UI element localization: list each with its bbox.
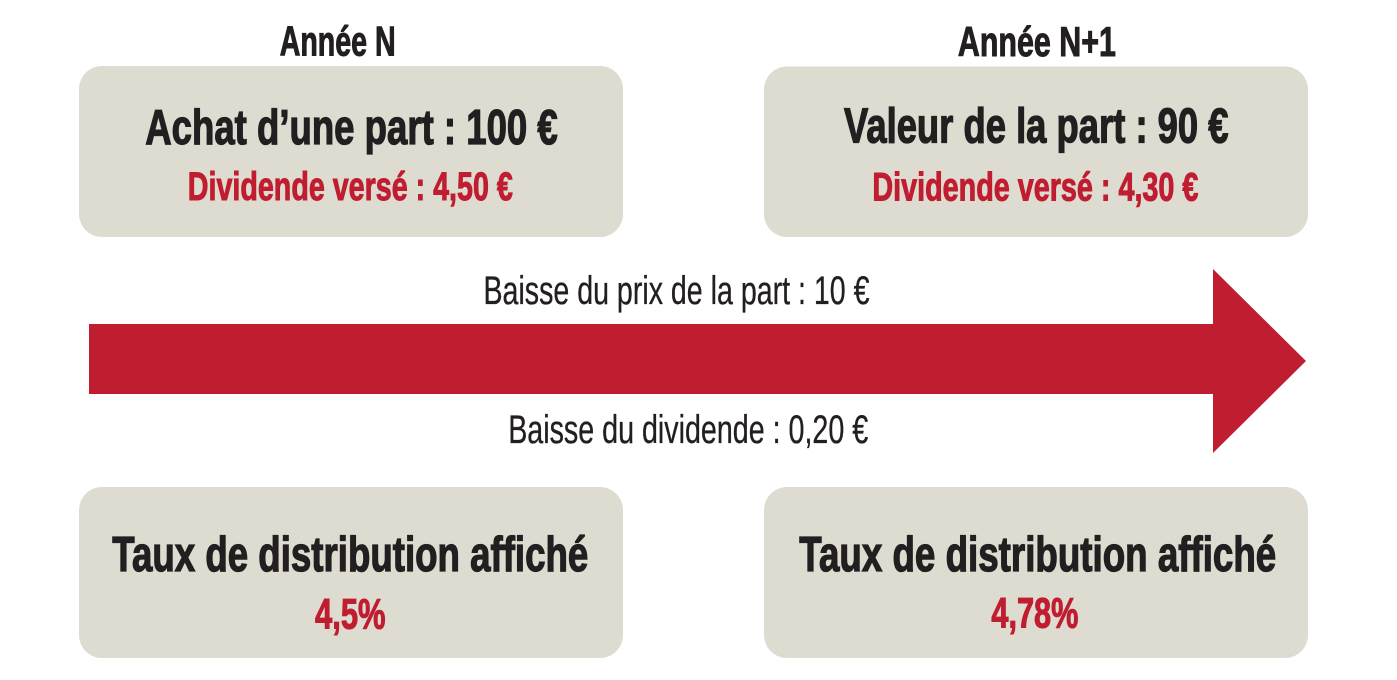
svg-text:4,5%: 4,5% bbox=[315, 591, 386, 639]
svg-text:Baisse du dividende : 0,20 €: Baisse du dividende : 0,20 € bbox=[508, 408, 868, 452]
svg-text:Valeur de la part : 90 €: Valeur de la part : 90 € bbox=[844, 99, 1229, 154]
svg-text:Taux de distribution affiché: Taux de distribution affiché bbox=[799, 527, 1276, 582]
svg-text:Taux de distribution affiché: Taux de distribution affiché bbox=[112, 527, 588, 582]
svg-text:Baisse du prix de la part : 10: Baisse du prix de la part : 10 € bbox=[484, 269, 870, 313]
svg-text:Achat d’une part : 100 €: Achat d’une part : 100 € bbox=[145, 100, 558, 155]
svg-text:4,78%: 4,78% bbox=[991, 590, 1078, 638]
svg-text:Dividende versé : 4,50 €: Dividende versé : 4,50 € bbox=[188, 165, 513, 209]
svg-text:Dividende versé : 4,30 €: Dividende versé : 4,30 € bbox=[872, 166, 1198, 210]
svg-text:Année N: Année N bbox=[280, 17, 396, 64]
svg-text:Année N+1: Année N+1 bbox=[958, 18, 1116, 65]
